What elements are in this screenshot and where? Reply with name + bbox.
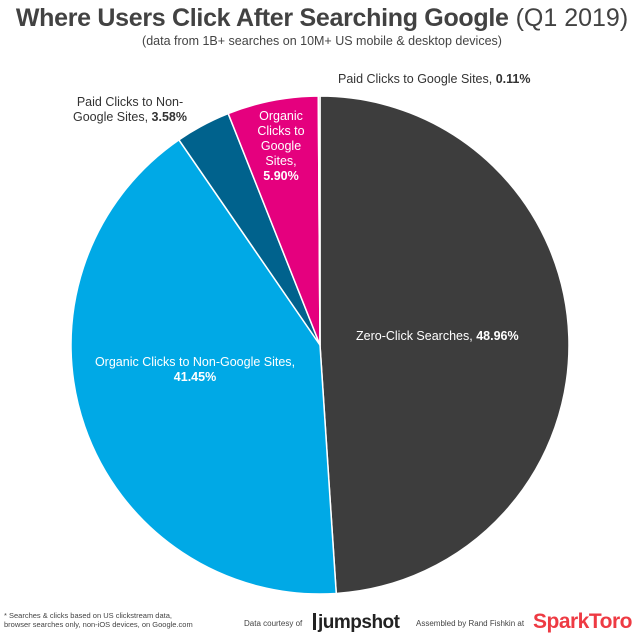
slice-label-paid-non-google-name: Paid Clicks to Non-Google Sites [73,95,184,124]
slice-label-paid-google-value: 0.11% [495,72,531,86]
sparktoro-logo-spark: Spark [533,610,589,633]
slice-label-zero-click-value: 48.96% [476,329,519,343]
jumpshot-logo-text: jumpshot [318,612,400,633]
chart-subtitle: (data from 1B+ searches on 10M+ US mobil… [142,34,502,48]
footnote-line-1: * Searches & clicks based on US clickstr… [4,611,172,620]
slice-label-organic-google: Organic Clicks to Google Sites, 5.90% [257,109,305,183]
slice-label-paid-google: Paid Clicks to Google Sites, 0.11% [338,72,531,86]
jumpshot-logo-mark [313,613,316,630]
slice-label-paid-non-google-value: 3.58% [151,110,187,124]
slice-label-paid-non-google: Paid Clicks to Non-Google Sites, 3.58% [73,95,187,124]
chart-title: Where Users Click After Searching Google… [0,4,644,33]
pie-slice-zero-click [319,95,570,595]
slice-label-organic-non-google: Organic Clicks to Non-Google Sites, 41.4… [94,355,296,384]
footnote-line-2: browser searches only, non-iOS devices, … [4,620,193,629]
assembled-by-text: Assembled by Rand Fishkin at [416,619,525,628]
jumpshot-logo: jumpshot [313,612,400,634]
slice-label-organic-non-google-name: Organic Clicks to Non-Google Sites [94,355,292,369]
sparktoro-logo-toro: Toro [588,610,633,633]
slice-label-organic-non-google-value: 41.45% [173,370,217,384]
pie-slice-paid-google [317,95,321,346]
slice-label-paid-google-name: Paid Clicks to Google Sites [338,72,489,86]
chart-title-main: Where Users Click After Searching Google [15,4,509,32]
sparktoro-logo: SparkToro [533,610,632,634]
slice-label-zero-click-name: Zero-Click Searches [356,329,470,343]
pie-slice-organic-non-google [70,139,338,595]
chart-title-period: (Q1 2019) [515,4,629,32]
slice-label-organic-google-value: 5.90% [263,169,299,183]
slice-label-zero-click: Zero-Click Searches, 48.96% [356,329,519,343]
data-courtesy-text: Data courtesy of [244,619,303,628]
slice-label-organic-google-name: Organic Clicks to Google Sites [257,109,305,168]
footnote: * Searches & clicks based on US clickstr… [4,611,234,629]
